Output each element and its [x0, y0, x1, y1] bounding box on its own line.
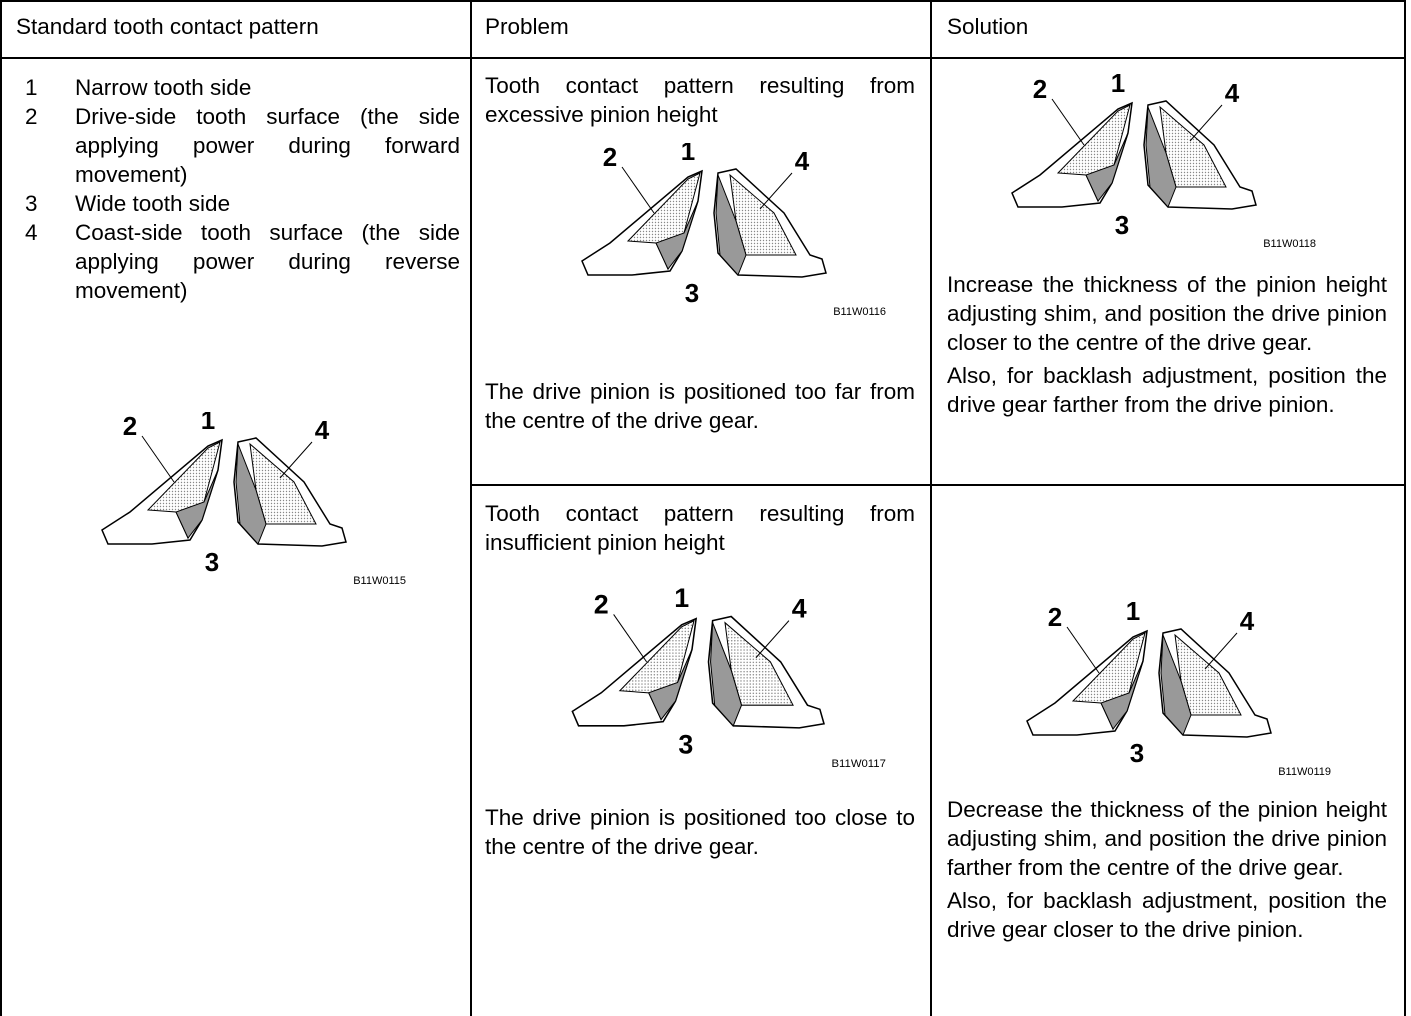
- border: [0, 57, 1406, 59]
- item-text: Narrow tooth side: [75, 75, 252, 100]
- list-item: 1 Narrow tooth side: [25, 73, 460, 102]
- callout-label: 3: [685, 278, 699, 308]
- figure: 2 1 4 3 B11W0117: [571, 585, 886, 770]
- border: [0, 0, 1406, 2]
- item-text: Drive-side tooth surface (the side apply…: [75, 104, 460, 187]
- callout-label: 1: [681, 143, 695, 166]
- problem-text: The drive pinion is positioned too close…: [485, 805, 915, 859]
- tooth-face: [1085, 132, 1129, 202]
- solution-text: Increase the thickness of the pinion hei…: [947, 270, 1387, 423]
- figure-code: B11W0117: [832, 758, 886, 770]
- callout-line: [755, 620, 790, 659]
- item-number: 3: [25, 191, 38, 216]
- item-number: 2: [25, 104, 38, 129]
- item-number: 1: [25, 75, 38, 100]
- tooth-face: [1100, 660, 1144, 730]
- item-text: Coast-side tooth surface (the side apply…: [75, 220, 460, 303]
- border: [470, 0, 472, 1016]
- border: [470, 484, 1406, 486]
- figure: 2 1 4 3 B11W0116: [581, 143, 886, 318]
- paragraph: Increase the thickness of the pinion hei…: [947, 272, 1387, 355]
- paragraph: Also, for backlash adjustment, position …: [947, 363, 1387, 417]
- figure-code: B11W0119: [1278, 766, 1331, 778]
- item-number: 4: [25, 220, 38, 245]
- callout-label: 1: [674, 585, 689, 613]
- callout-label: 3: [1130, 738, 1144, 768]
- column-header: Problem: [485, 14, 569, 39]
- figure: 2 1 4 3 B11W0119: [1026, 598, 1331, 778]
- tooth-face: [715, 174, 747, 276]
- tooth-face: [235, 443, 267, 545]
- list-item: 2 Drive-side tooth surface (the side appl…: [25, 102, 460, 189]
- callout-line: [1204, 632, 1238, 670]
- tooth-face: [710, 622, 743, 727]
- callout-label: 2: [1048, 602, 1062, 632]
- callout-line: [613, 614, 648, 663]
- list-item: 4 Coast-side tooth surface (the side appl…: [25, 218, 460, 305]
- tooth-face: [1160, 634, 1192, 736]
- callout-line: [279, 441, 313, 479]
- figure-code: B11W0115: [353, 575, 406, 587]
- callout-label: 4: [315, 415, 330, 445]
- tooth-face: [1145, 106, 1177, 208]
- callout-label: 1: [1111, 70, 1125, 98]
- problem-text: The drive pinion is positioned too far f…: [485, 379, 915, 433]
- callout-label: 4: [1240, 606, 1255, 636]
- callout-line: [1051, 98, 1085, 146]
- figure-code: B11W0118: [1263, 238, 1316, 250]
- solution-text: Decrease the thickness of the pinion hei…: [947, 795, 1387, 948]
- callout-line: [759, 172, 793, 210]
- callout-label: 2: [603, 143, 617, 172]
- problem-title: Tooth contact pattern resulting from ins…: [485, 501, 915, 555]
- tooth-face: [1159, 105, 1227, 188]
- figure: 2 1 4 3 B11W0118: [1011, 70, 1316, 250]
- callout-label: 3: [205, 547, 219, 577]
- column-header: Standard tooth contact pattern: [16, 14, 319, 39]
- tooth-face: [655, 200, 699, 270]
- tooth-face: [724, 621, 794, 706]
- callout-label: 2: [594, 589, 609, 619]
- figure: 2 1 4 3 B11W0115: [101, 412, 406, 587]
- callout-label: 4: [795, 146, 810, 176]
- border: [1404, 0, 1406, 1016]
- callout-label: 2: [1033, 74, 1047, 104]
- callout-line: [141, 435, 175, 483]
- column-header: Solution: [947, 14, 1029, 39]
- callout-line: [1066, 626, 1100, 674]
- paragraph: Decrease the thickness of the pinion hei…: [947, 797, 1387, 880]
- callout-label: 4: [792, 593, 807, 623]
- border: [930, 0, 932, 1016]
- callout-label: 3: [678, 730, 693, 760]
- callout-label: 1: [201, 412, 215, 435]
- problem-title: Tooth contact pattern resulting from exc…: [485, 73, 915, 127]
- border: [0, 0, 2, 1016]
- tooth-face: [647, 649, 693, 721]
- item-text: Wide tooth side: [75, 191, 231, 216]
- callout-label: 1: [1126, 598, 1140, 626]
- callout-line: [1189, 104, 1223, 142]
- callout-line: [621, 166, 655, 214]
- tooth-face: [1174, 633, 1242, 716]
- paragraph: Also, for backlash adjustment, position …: [947, 888, 1387, 942]
- callout-label: 4: [1225, 78, 1240, 108]
- callout-label: 3: [1115, 210, 1129, 240]
- tooth-face: [175, 469, 219, 539]
- tooth-face: [249, 442, 317, 525]
- figure-code: B11W0116: [833, 306, 886, 318]
- tooth-face: [729, 173, 797, 256]
- list-item: 3 Wide tooth side: [25, 189, 460, 218]
- callout-label: 2: [123, 412, 137, 441]
